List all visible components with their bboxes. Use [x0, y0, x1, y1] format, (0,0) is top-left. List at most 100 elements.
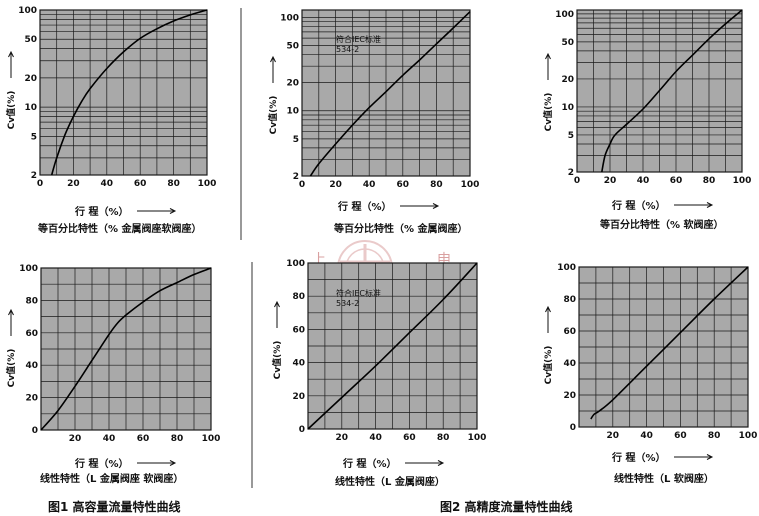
y-axis-arrow-head: [8, 50, 14, 58]
x-axis-arrow-head: [437, 460, 445, 466]
y-tick-label: 20: [286, 79, 299, 89]
y-tick-label: 80: [25, 296, 38, 306]
flow-curve: [309, 11, 471, 177]
iec-note-line1: 符合IEC标准: [336, 288, 381, 298]
flow-curve: [601, 9, 743, 173]
y-axis-label: Cv值(%): [5, 91, 17, 130]
x-tick-label: 60: [403, 433, 416, 443]
chart-3: 0 20 40 60 80 100 2 5 10 20 50 100 Cv值(%) 行 程（%） 等百分比特…: [542, 9, 751, 231]
y-tick-label: 100: [18, 6, 37, 16]
y-tick-label: 2: [293, 172, 299, 182]
chart-2: 0 20 40 60 80 100 2 5 10 20 50 100 Cv值(%) 行 程（%） 等百分比特…: [267, 9, 480, 235]
x-tick-label: 100: [468, 433, 487, 443]
y-tick-label: 100: [557, 263, 576, 273]
x-tick-label: 40: [101, 179, 114, 189]
x-tick-label: 20: [67, 179, 80, 189]
flow-curve: [40, 267, 212, 431]
y-axis-arrow-head: [270, 55, 276, 63]
y-tick-label: 2: [31, 171, 37, 181]
figure2-caption: 图2 高精度流量特性曲线: [440, 499, 573, 514]
y-tick-label: 5: [31, 132, 37, 142]
x-axis-label: 行 程（%）: [342, 457, 397, 470]
chart-subtitle: 等百分比特性（% 金属阀座软阀座）: [38, 222, 202, 235]
chart-5: 20 40 60 80 100 0 20 40 60 80 100 Cv值(%) 行 程（%） 线性特性（…: [271, 259, 486, 488]
iec-note-line1: 符合IEC标准: [336, 34, 381, 44]
x-tick-label: 100: [739, 431, 758, 441]
x-tick-label: 40: [363, 180, 376, 190]
x-tick-label: 20: [336, 433, 349, 443]
y-tick-label: 5: [568, 131, 574, 141]
y-axis-label: Cv值(%): [5, 349, 17, 388]
y-axis-arrow-head: [8, 308, 14, 316]
x-tick-label: 40: [640, 431, 653, 441]
x-axis-arrow-head: [169, 208, 177, 214]
y-axis-arrow-head: [545, 52, 551, 60]
y-axis-label: Cv值(%): [267, 96, 279, 135]
x-tick-label: 60: [134, 179, 147, 189]
x-axis-label: 行 程（%）: [337, 200, 392, 213]
chart-subtitle: 等百分比特性（% 软阀座）: [600, 218, 724, 231]
y-tick-label: 2: [568, 168, 574, 178]
x-tick-label: 60: [674, 431, 687, 441]
chart-subtitle: 线性特性（L 金属阀座）: [335, 475, 445, 488]
x-tick-label: 100: [198, 179, 217, 189]
x-axis-arrow-head: [432, 203, 440, 209]
x-tick-label: 20: [604, 176, 617, 186]
y-tick-label: 20: [25, 394, 38, 404]
y-tick-label: 100: [555, 10, 574, 20]
x-axis-label: 行 程（%）: [74, 205, 129, 218]
x-tick-label: 20: [607, 431, 620, 441]
y-tick-label: 80: [563, 295, 576, 305]
chart-subtitle: 线性特性（L 金属阀座 软阀座）: [40, 472, 183, 485]
flow-curve: [50, 9, 208, 176]
x-tick-label: 100: [202, 434, 221, 444]
y-axis-arrow-head: [274, 300, 280, 308]
x-tick-label: 80: [171, 434, 184, 444]
y-tick-label: 0: [299, 425, 305, 435]
y-tick-label: 100: [280, 13, 299, 23]
y-tick-label: 50: [286, 41, 299, 51]
y-tick-label: 20: [563, 391, 576, 401]
iec-note-line2: 534-2: [336, 299, 359, 308]
y-tick-label: 10: [561, 103, 574, 113]
x-tick-label: 60: [670, 176, 683, 186]
y-tick-label: 10: [286, 107, 299, 117]
x-tick-label: 0: [37, 179, 43, 189]
y-axis-label: Cv值(%): [271, 341, 283, 380]
x-tick-label: 100: [461, 180, 480, 190]
y-axis-label: Cv值(%): [542, 346, 554, 385]
y-tick-label: 0: [32, 426, 38, 436]
y-tick-label: 5: [293, 135, 299, 145]
x-axis-label: 行 程（%）: [74, 457, 129, 470]
x-axis-label: 行 程（%）: [611, 199, 666, 212]
y-tick-label: 20: [292, 392, 305, 402]
x-axis-arrow-head: [169, 460, 177, 466]
figure1-caption: 图1 高容量流量特性曲线: [48, 499, 181, 514]
y-tick-label: 60: [25, 329, 38, 339]
y-tick-label: 60: [292, 325, 305, 335]
y-tick-label: 10: [24, 103, 37, 113]
x-tick-label: 80: [703, 176, 716, 186]
y-tick-label: 50: [24, 35, 37, 45]
y-tick-label: 40: [563, 359, 576, 369]
x-tick-label: 40: [103, 434, 116, 444]
y-tick-label: 0: [570, 423, 576, 433]
flow-curve: [307, 262, 478, 430]
y-tick-label: 80: [292, 292, 305, 302]
iec-note-line2: 534-2: [336, 45, 359, 54]
chart-6: 20 40 60 80 100 0 20 40 60 80 100 Cv值(%) 行 程（%） 线性特性（…: [542, 263, 757, 485]
x-tick-label: 0: [299, 180, 305, 190]
chart-subtitle: 线性特性（L 软阀座）: [614, 472, 714, 485]
x-tick-label: 80: [437, 433, 450, 443]
y-tick-label: 20: [24, 74, 37, 84]
x-axis-label: 行 程（%）: [611, 451, 666, 464]
chart-1: 0 20 40 60 80 100 2 5 10 20 50 100 Cv值(%) 行 程（%） 等百分比特…: [5, 6, 216, 235]
x-tick-label: 40: [637, 176, 650, 186]
x-tick-label: 80: [167, 179, 180, 189]
y-tick-label: 40: [292, 359, 305, 369]
x-tick-label: 20: [69, 434, 82, 444]
chart-subtitle: 等百分比特性（% 金属阀座）: [334, 222, 468, 235]
x-axis-arrow-head: [706, 454, 714, 460]
